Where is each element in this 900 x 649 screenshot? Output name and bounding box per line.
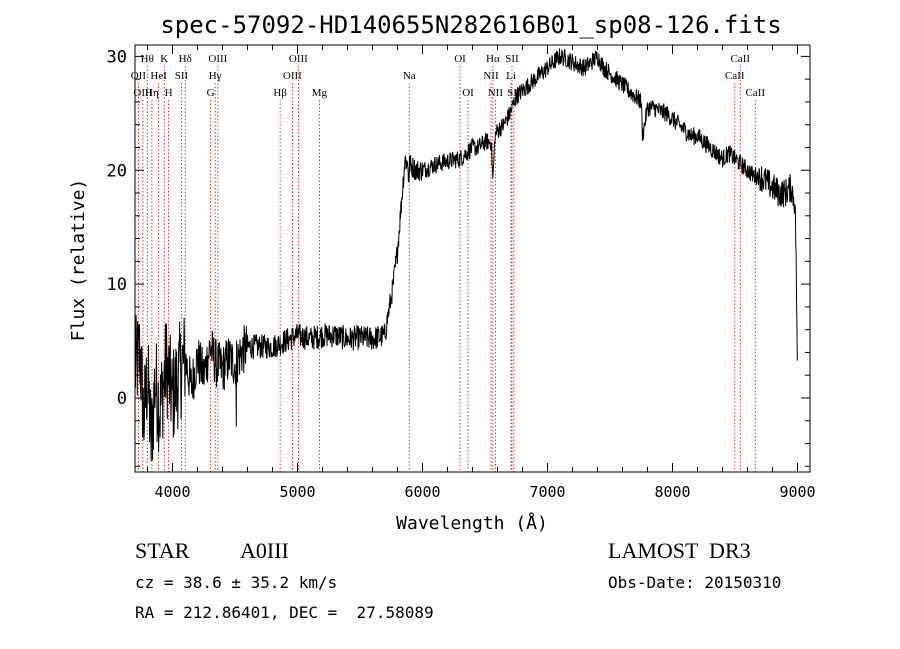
marker-label: OII	[131, 70, 147, 82]
survey-name: LAMOST DR3	[608, 538, 751, 563]
x-tick-label: 7000	[529, 483, 565, 501]
marker-label: K	[160, 53, 168, 65]
y-tick-label: 10	[107, 275, 127, 295]
y-tick-label: 30	[107, 47, 127, 67]
marker-label: NII	[488, 87, 504, 99]
marker-label: OIII	[289, 53, 308, 65]
marker-label: HeI	[150, 70, 167, 82]
marker-label: OIII	[283, 70, 302, 82]
x-tick-label: 6000	[404, 483, 440, 501]
x-tick-label: 4000	[154, 483, 190, 501]
x-tick-label: 9000	[779, 483, 815, 501]
x-axis-label: Wavelength (Å)	[396, 512, 548, 534]
y-tick-label: 20	[107, 161, 127, 181]
coordinates: RA = 212.86401, DEC = 27.58089	[135, 603, 434, 622]
marker-label: CaII	[725, 70, 745, 82]
marker-label: Li	[506, 70, 516, 82]
marker-label: Hη	[145, 87, 159, 99]
object-type: STAR	[135, 538, 190, 563]
marker-label: Hθ	[141, 53, 154, 65]
marker-label: Hγ	[209, 70, 222, 82]
x-axis: 4000 5000 6000 7000 8000 9000	[147, 45, 816, 501]
marker-label: OIII	[208, 53, 227, 65]
marker-label: Hβ	[273, 87, 287, 99]
marker-label: OI	[462, 87, 474, 99]
marker-label: NII	[483, 70, 499, 82]
object-subclass: A0III	[240, 538, 289, 563]
marker-label: OI	[454, 53, 466, 65]
y-axis-label: Flux (relative)	[68, 179, 89, 342]
y-tick-label: 0	[117, 389, 127, 409]
marker-label: Hδ	[179, 53, 192, 65]
marker-label: H	[165, 87, 173, 99]
plot-series	[134, 48, 798, 461]
marker-label: Na	[403, 70, 416, 82]
marker-label: SII	[175, 70, 189, 82]
marker-label: CaII	[730, 53, 750, 65]
marker-label: G	[207, 87, 215, 99]
x-tick-label: 8000	[654, 483, 690, 501]
x-tick-label: 5000	[279, 483, 315, 501]
marker-label: Hα	[486, 53, 500, 65]
marker-label: OIII	[133, 87, 152, 99]
marker-label: SII	[505, 53, 519, 65]
spectrum-line	[134, 48, 798, 461]
redshift-value: cz = 38.6 ± 35.2 km/s	[135, 573, 338, 592]
chart-title: spec-57092-HD140655N282616B01_sp08-126.f…	[160, 11, 781, 39]
obs-date: Obs-Date: 20150310	[608, 573, 782, 592]
y-axis: 0 10 20 30	[107, 47, 810, 467]
marker-label: Mg	[312, 87, 328, 99]
marker-label: CaII	[745, 87, 765, 99]
